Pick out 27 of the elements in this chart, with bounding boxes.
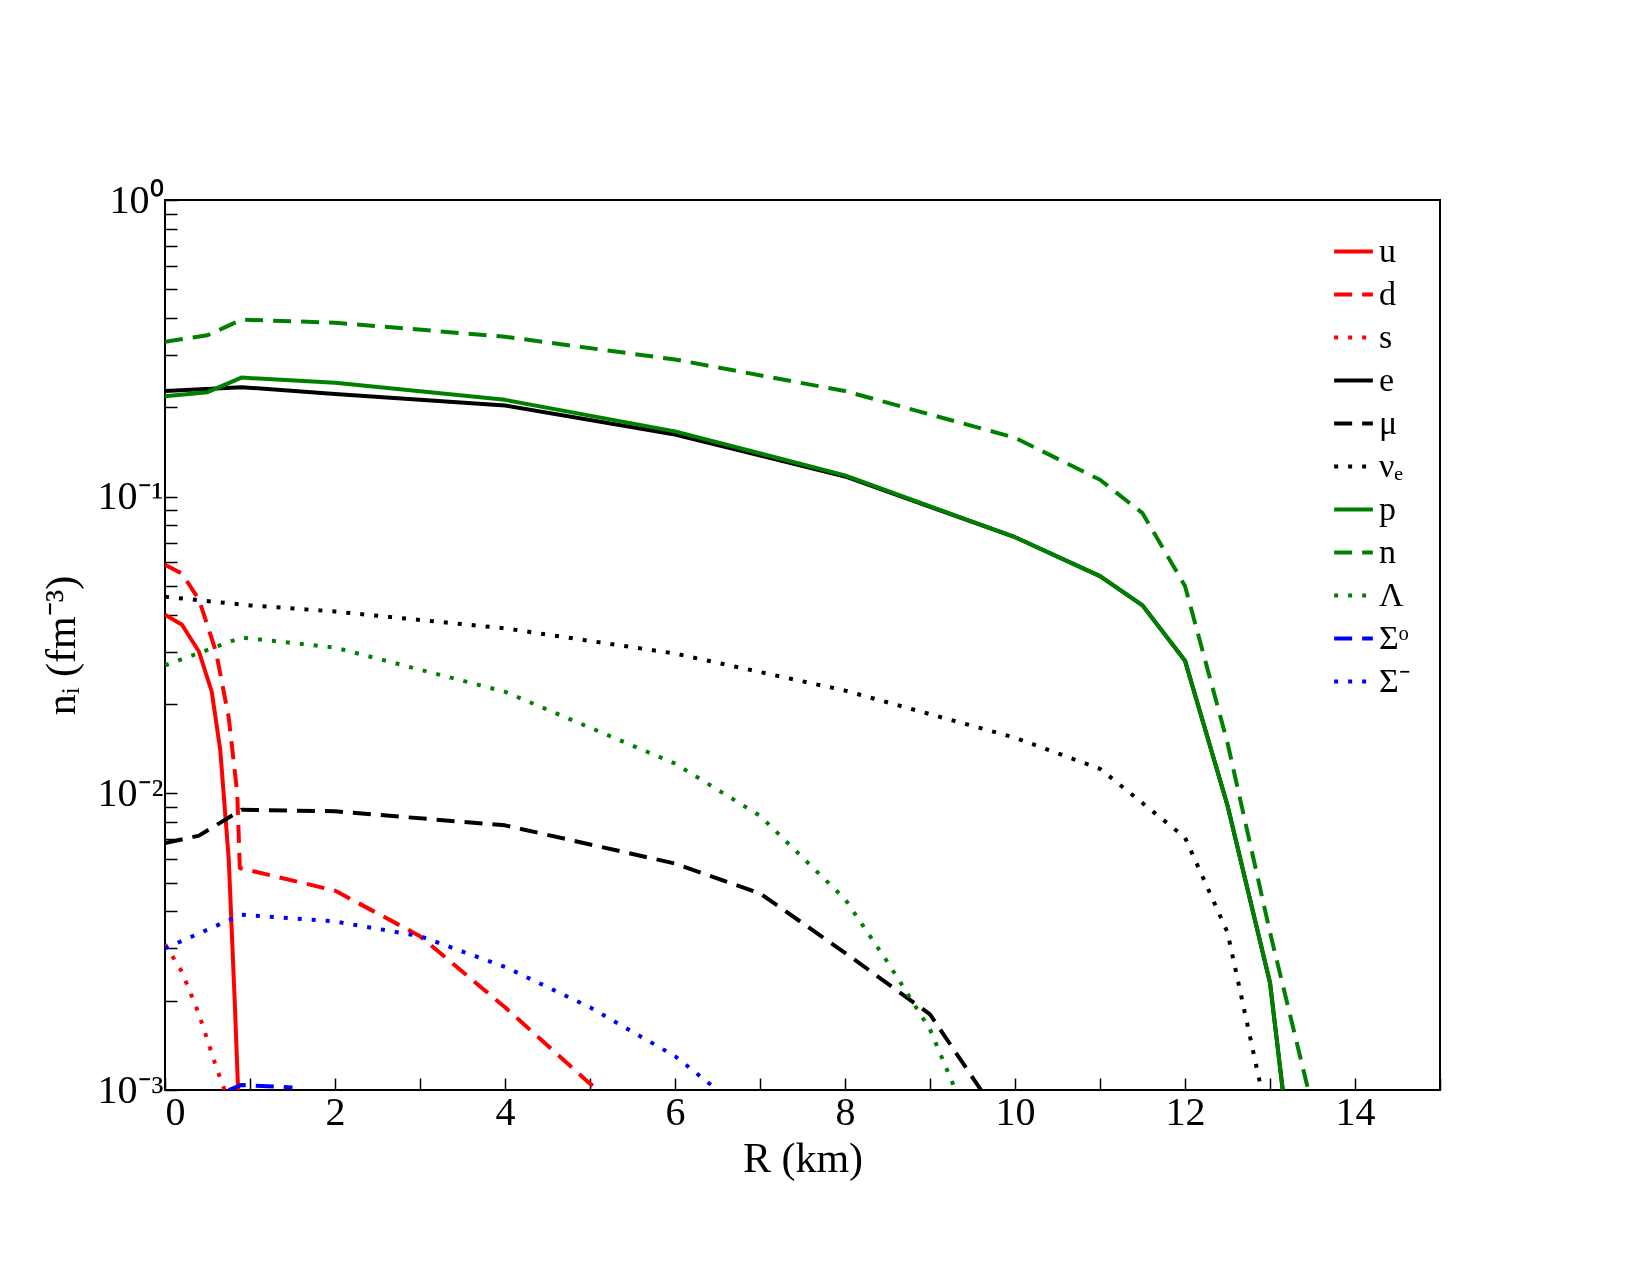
- y-tick-label: 10⁻²: [97, 769, 164, 815]
- line-series: [165, 942, 227, 1090]
- x-tick-label: 2: [325, 1088, 346, 1134]
- legend-label: e: [1379, 360, 1395, 398]
- legend-label: Σ⁻: [1379, 661, 1410, 699]
- legend-label: μ: [1379, 403, 1398, 441]
- x-tick-label: 14: [1335, 1088, 1376, 1134]
- legend-label: s: [1379, 317, 1393, 355]
- y-axis-title: nᵢ (fm⁻³): [37, 575, 85, 716]
- legend-label: Λ: [1379, 575, 1404, 613]
- legend-label: Σᵒ: [1379, 618, 1409, 656]
- y-tick-label: 10⁻¹: [97, 473, 164, 519]
- x-tick-label: 8: [835, 1088, 856, 1134]
- legend-label: u: [1379, 231, 1396, 269]
- x-axis-title: R (km): [742, 1134, 864, 1182]
- y-tick-label: 10⁰: [109, 176, 164, 222]
- y-tick-label: 10⁻³: [97, 1066, 164, 1112]
- x-tick-label: 0: [165, 1088, 186, 1134]
- x-tick-label: 12: [1165, 1088, 1206, 1134]
- legend-label: νₑ: [1379, 446, 1404, 484]
- line-series: [165, 612, 241, 1090]
- x-tick-label: 6: [665, 1088, 686, 1134]
- legend-label: d: [1379, 274, 1396, 312]
- x-tick-label: 10: [995, 1088, 1036, 1134]
- x-tick-label: 4: [495, 1088, 516, 1134]
- legend-label: p: [1379, 489, 1396, 527]
- legend-label: n: [1379, 532, 1396, 570]
